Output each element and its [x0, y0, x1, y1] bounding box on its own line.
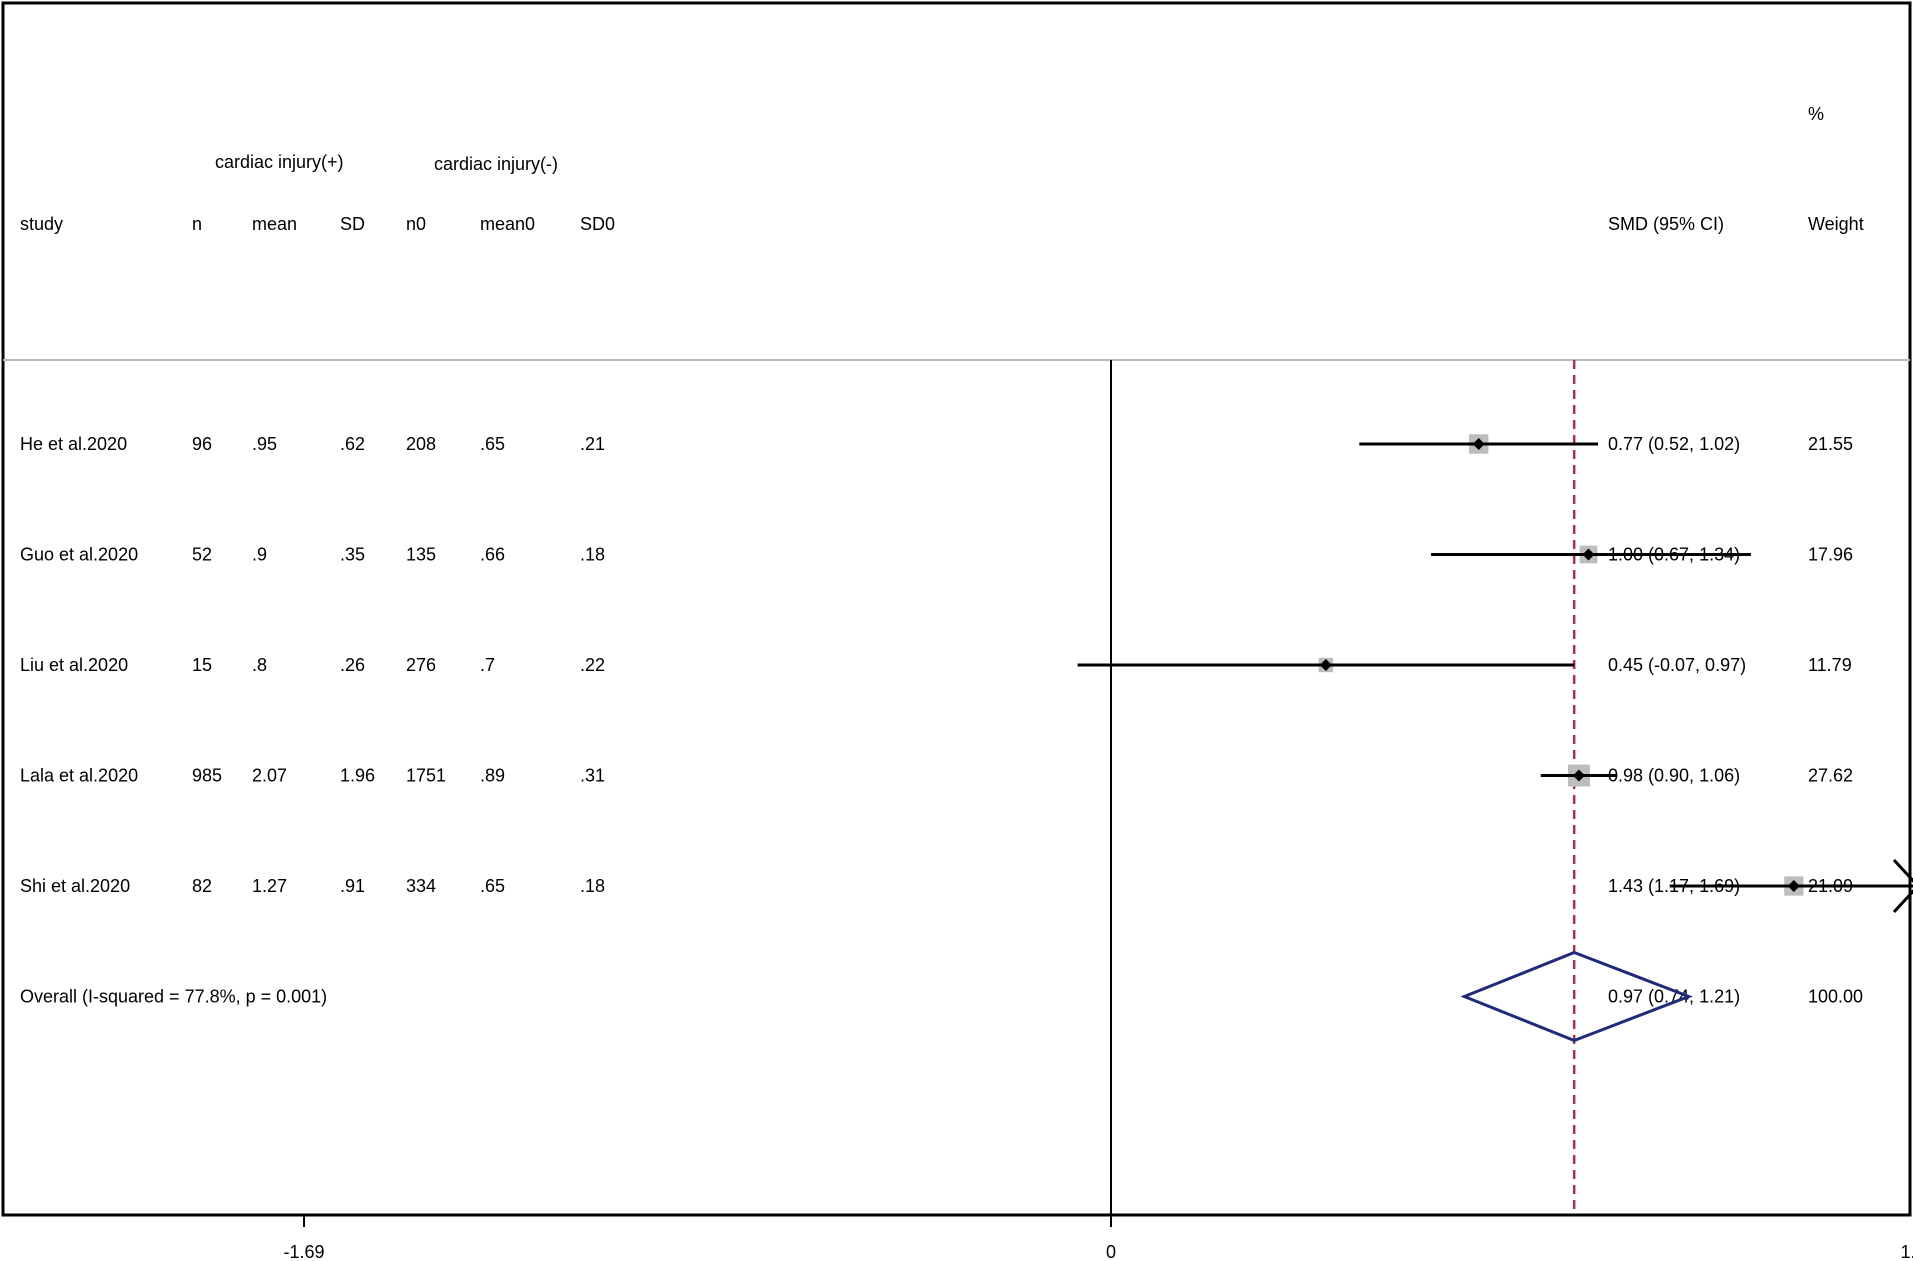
study-weight: 11.79: [1808, 655, 1852, 675]
study-point-estimate: [1572, 769, 1585, 782]
study-point-estimate: [1319, 659, 1332, 671]
study-n0: 334: [406, 876, 436, 896]
group-header-negative: cardiac injury(-): [434, 154, 558, 174]
study-sd: .62: [340, 434, 365, 454]
col-header-n: n: [192, 214, 202, 234]
overall-diamond: [1460, 950, 1693, 1043]
study-n0: 208: [406, 434, 436, 454]
study-n: 82: [192, 876, 212, 896]
study-mean0: .65: [480, 434, 505, 454]
col-header-effect: SMD (95% CI): [1608, 214, 1724, 234]
study-name: He et al.2020: [20, 434, 127, 454]
study-n0: 135: [406, 545, 436, 565]
study-n: 52: [192, 545, 212, 565]
study-n0: 1751: [406, 766, 446, 786]
study-sd: .35: [340, 545, 365, 565]
study-mean: 1.27: [252, 876, 287, 896]
study-effect-ci: 0.77 (0.52, 1.02): [1608, 434, 1740, 454]
study-name: Guo et al.2020: [20, 545, 138, 565]
col-header-weight: Weight: [1808, 214, 1864, 234]
study-sd: .91: [340, 876, 365, 896]
study-point-estimate: [1787, 880, 1800, 892]
study-name: Shi et al.2020: [20, 876, 130, 896]
study-ci-arrow: [1892, 858, 1913, 914]
study-sd0: .18: [580, 545, 605, 565]
plot-marks: [1077, 360, 1913, 1215]
col-header-n0: n0: [406, 214, 426, 234]
study-sd0: .21: [580, 434, 605, 454]
group-header-positive: cardiac injury(+): [215, 152, 344, 172]
col-header-mean0: mean0: [480, 214, 535, 234]
x-tick-label: 0: [1106, 1242, 1116, 1261]
study-name: Lala et al.2020: [20, 766, 138, 786]
study-n0: 276: [406, 655, 436, 675]
overall-effect-ci: 0.97 (0.74, 1.21): [1608, 987, 1740, 1007]
study-mean: .9: [252, 545, 267, 565]
study-effect-ci: 0.98 (0.90, 1.06): [1608, 766, 1740, 786]
study-sd0: .31: [580, 766, 605, 786]
study-weight: 17.96: [1808, 545, 1853, 565]
study-mean0: .7: [480, 655, 495, 675]
study-point-estimate: [1472, 438, 1485, 450]
col-header-sd0: SD0: [580, 214, 615, 234]
study-sd0: .22: [580, 655, 605, 675]
col-header-study: study: [20, 214, 63, 234]
study-weight: 27.62: [1808, 766, 1853, 786]
study-effect-ci: 0.45 (-0.07, 0.97): [1608, 655, 1746, 675]
study-point-estimate: [1582, 548, 1595, 561]
study-weight: 21.55: [1808, 434, 1853, 454]
study-mean0: .65: [480, 876, 505, 896]
study-mean0: .66: [480, 545, 505, 565]
x-tick-label: -1.69: [284, 1242, 325, 1261]
x-tick-label: 1.69: [1900, 1242, 1913, 1261]
plot-border: [1, 1, 1912, 1217]
study-sd: .26: [340, 655, 365, 675]
study-rows: He et al.2020 96 .95 .62 208 .65 .21 0.77 (0.52…: [20, 434, 1863, 1007]
col-header-mean: mean: [252, 214, 297, 234]
study-sd0: .18: [580, 876, 605, 896]
study-mean0: .89: [480, 766, 505, 786]
col-header-sd: SD: [340, 214, 365, 234]
study-mean: .8: [252, 655, 267, 675]
study-n: 96: [192, 434, 212, 454]
study-name: Liu et al.2020: [20, 655, 128, 675]
study-mean: 2.07: [252, 766, 287, 786]
study-sd: 1.96: [340, 766, 375, 786]
study-mean: .95: [252, 434, 277, 454]
overall-label: Overall (I-squared = 77.8%, p = 0.001): [20, 987, 327, 1007]
study-n: 985: [192, 766, 222, 786]
x-axis: -1.69 0 1.69: [284, 1215, 1913, 1261]
weight-header-percent: %: [1808, 104, 1824, 124]
study-n: 15: [192, 655, 212, 675]
overall-weight: 100.00: [1808, 987, 1863, 1007]
